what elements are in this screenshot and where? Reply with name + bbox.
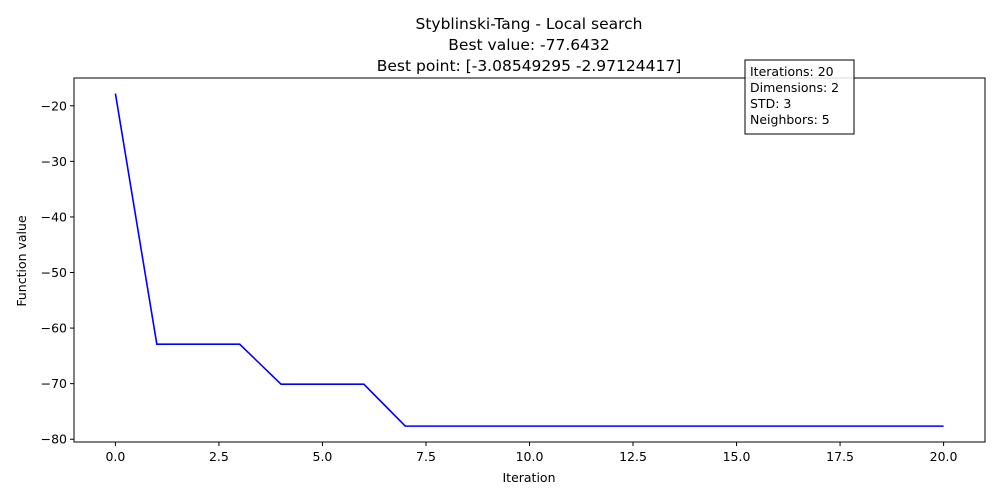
chart-title: Styblinski-Tang - Local search Best valu… xyxy=(377,15,682,75)
x-tick-label: 15.0 xyxy=(723,449,751,464)
y-tick-label: −80 xyxy=(41,432,67,447)
x-tick-label: 12.5 xyxy=(619,449,647,464)
info-dimensions: Dimensions: 2 xyxy=(750,80,839,95)
x-axis-ticks: 0.0 2.5 5.0 7.5 10.0 12.5 15.0 17.5 20.0 xyxy=(105,442,958,464)
info-neighbors: Neighbors: 5 xyxy=(750,112,830,127)
info-iterations: Iterations: 20 xyxy=(750,64,834,79)
y-tick-label: −30 xyxy=(41,154,67,169)
info-box: Iterations: 20 Dimensions: 2 STD: 3 Neig… xyxy=(744,59,855,135)
chart-title-line-1: Styblinski-Tang - Local search xyxy=(416,15,643,33)
x-tick-label: 5.0 xyxy=(313,449,333,464)
info-box-frame xyxy=(744,59,855,135)
y-axis-ticks: −20 −30 −40 −50 −60 −70 −80 xyxy=(41,98,74,447)
x-tick-label: 10.0 xyxy=(516,449,544,464)
chart-title-line-3: Best point: [-3.08549295 -2.97124417] xyxy=(377,57,682,75)
y-tick-label: −70 xyxy=(41,376,67,391)
y-tick-label: −20 xyxy=(41,98,67,113)
series-line-0 xyxy=(114,93,944,427)
y-tick-label: −50 xyxy=(41,265,67,280)
x-tick-label: 2.5 xyxy=(209,449,229,464)
y-tick-label: −60 xyxy=(41,321,67,336)
info-std: STD: 3 xyxy=(750,96,791,111)
x-tick-label: 17.5 xyxy=(826,449,854,464)
x-axis-label: Iteration xyxy=(502,470,555,485)
x-tick-label: 20.0 xyxy=(930,449,958,464)
y-tick-label: −40 xyxy=(41,209,67,224)
x-tick-label: 7.5 xyxy=(416,449,436,464)
y-axis-label: Function value xyxy=(14,215,29,307)
chart-title-line-2: Best value: -77.6432 xyxy=(448,36,609,54)
x-tick-label: 0.0 xyxy=(105,449,125,464)
